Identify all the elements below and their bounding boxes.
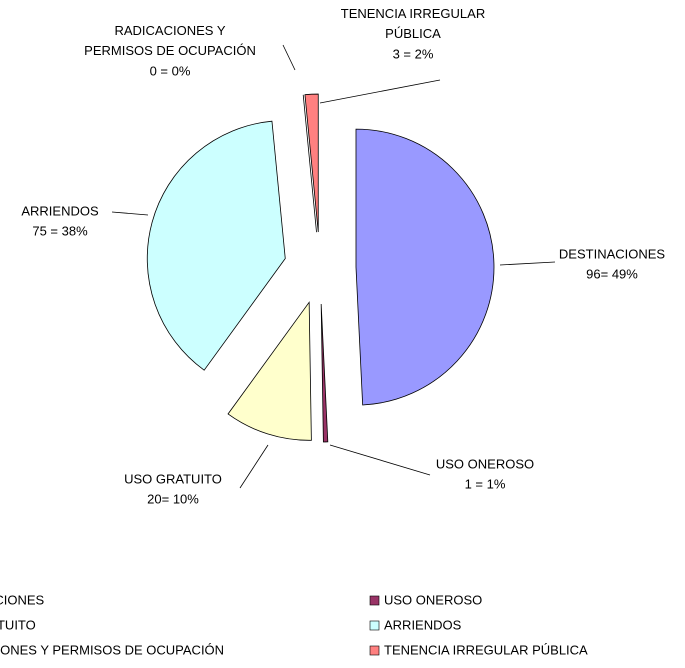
legend-swatch bbox=[369, 645, 380, 656]
slice-value-label: 96= 49% bbox=[586, 266, 638, 281]
pie-slice bbox=[304, 93, 319, 233]
label-line: TENENCIA IRREGULAR bbox=[341, 6, 485, 21]
legend-label: ARRIENDOS bbox=[384, 617, 462, 632]
slice-label: USO ONEROSO bbox=[436, 456, 534, 471]
leader-line bbox=[239, 444, 269, 489]
slice-label: DESTINACIONES bbox=[559, 246, 666, 261]
legend-label: USO ONEROSO bbox=[384, 592, 482, 607]
leader-line bbox=[499, 261, 556, 266]
legend-label: RADICACIONES Y PERMISOS DE OCUPACIÓN bbox=[0, 642, 224, 657]
pie-slice bbox=[302, 94, 317, 233]
label-line: PERMISOS DE OCUPACIÓN bbox=[84, 43, 256, 58]
legend-label: DESTINACIONES bbox=[0, 592, 45, 607]
pie-slice bbox=[146, 120, 286, 371]
legend-swatch bbox=[369, 620, 380, 631]
slice-value-label: 75 = 38% bbox=[32, 223, 88, 238]
leader-line bbox=[282, 44, 296, 71]
pie-slice bbox=[227, 301, 312, 441]
pie-slice bbox=[320, 303, 329, 443]
slice-label: RADICACIONES Y PERMISOS DE OCUPACIÓN bbox=[84, 23, 256, 58]
slice-label: TENENCIA IRREGULAR PÚBLICA bbox=[341, 6, 485, 41]
leader-line bbox=[111, 211, 149, 216]
legend-swatch bbox=[369, 595, 380, 606]
label-line: RADICACIONES Y bbox=[114, 23, 225, 38]
label-line: PÚBLICA bbox=[385, 26, 441, 41]
leader-line bbox=[329, 444, 431, 476]
pie-slice bbox=[355, 128, 495, 406]
legend-label: TENENCIA IRREGULAR PÚBLICA bbox=[384, 642, 588, 657]
leader-line bbox=[319, 79, 441, 104]
slice-value-label: 1 = 1% bbox=[465, 476, 506, 491]
legend-label: USO GRATUITO bbox=[0, 617, 36, 632]
slice-label: ARRIENDOS bbox=[21, 203, 99, 218]
slice-value-label: 0 = 0% bbox=[150, 63, 191, 78]
slice-label: USO GRATUITO bbox=[124, 471, 222, 486]
slice-value-label: 3 = 2% bbox=[393, 46, 434, 61]
slice-value-label: 20= 10% bbox=[147, 491, 199, 506]
